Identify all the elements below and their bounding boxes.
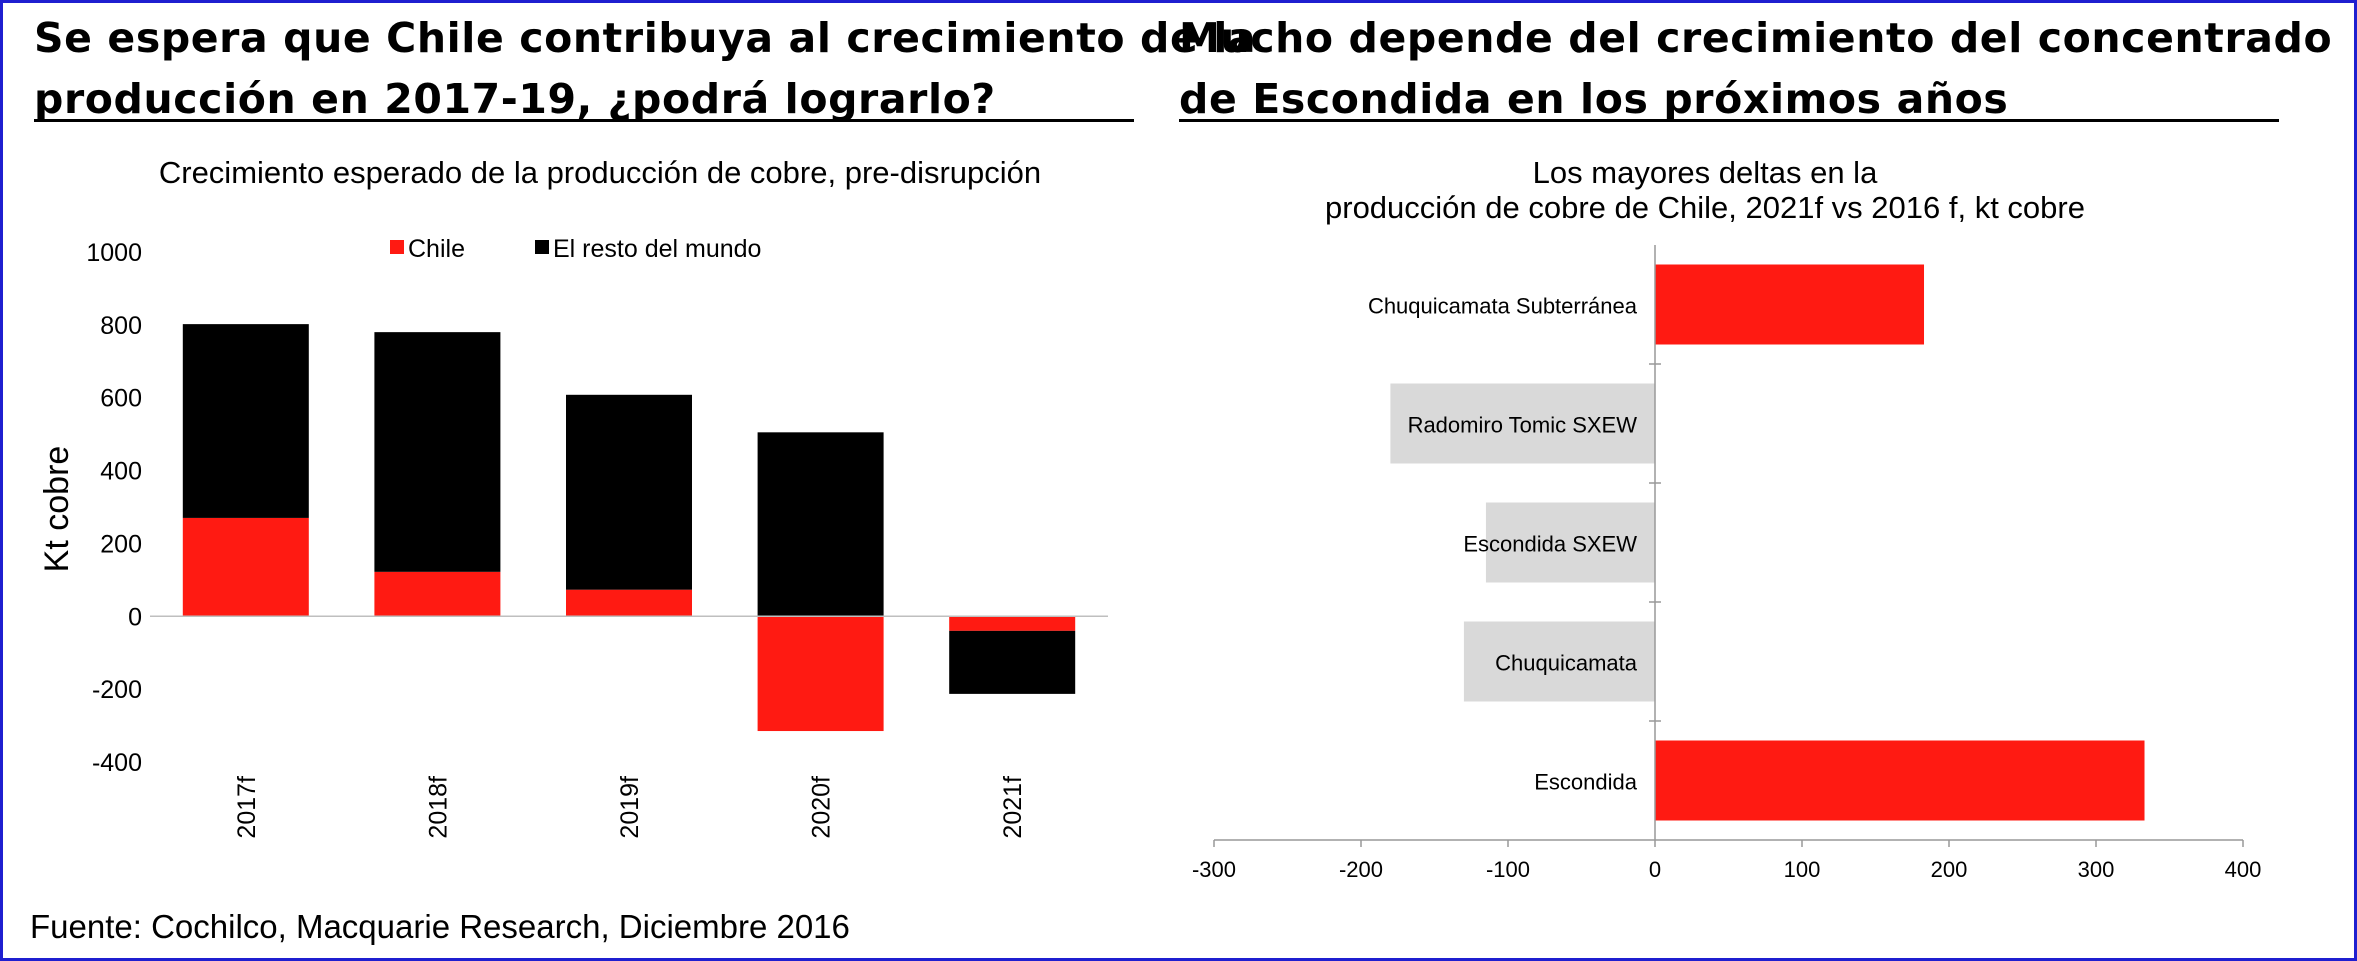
- legend-chile-label: Chile: [408, 235, 465, 263]
- bar-rest-of-world: [566, 394, 692, 590]
- y-tick-label: 800: [100, 312, 142, 340]
- x-tick-label: -300: [1192, 857, 1236, 882]
- left-chart-title-text: Crecimiento esperado de la producción de…: [158, 155, 1042, 190]
- x-tick-label: 300: [2078, 857, 2115, 882]
- y-axis-label: Kt cobre: [38, 446, 76, 573]
- hbar: [1485, 502, 1655, 583]
- x-tick-label: 0: [1649, 857, 1661, 882]
- y-tick-label: 200: [100, 530, 142, 558]
- bar-rest-of-world: [757, 432, 884, 617]
- y-tick-label: -400: [92, 749, 142, 777]
- category-label: Radomiro Tomic SXEW: [1408, 413, 1638, 438]
- x-tick-label: 400: [2225, 857, 2262, 882]
- left-heading-rule: [34, 119, 1134, 122]
- bar-rest-of-world: [182, 324, 309, 518]
- hbar: [1463, 621, 1655, 702]
- x-tick-label: 2019f: [616, 776, 644, 839]
- bar-rest-of-world: [949, 630, 1076, 694]
- bar-chile: [374, 571, 501, 617]
- right-heading-line2: de Escondida en los próximos años: [1179, 75, 2009, 123]
- category-label: Escondida SXEW: [1463, 532, 1637, 557]
- x-tick-label: 2020f: [808, 776, 836, 839]
- left-chart-title: Crecimiento esperado de la producción de…: [60, 155, 1140, 190]
- left-heading-line1: Se espera que Chile contribuya al crecim…: [34, 14, 1257, 62]
- y-tick-label: 1000: [86, 239, 142, 267]
- source-note: Fuente: Cochilco, Macquarie Research, Di…: [30, 908, 850, 945]
- right-heading: Mucho depende del crecimiento del concen…: [1179, 8, 2332, 130]
- right-chart-title: Los mayores deltas en la producción de c…: [1190, 155, 2220, 225]
- x-tick-label: 100: [1784, 857, 1821, 882]
- category-label: Chuquicamata Subterránea: [1368, 294, 1638, 319]
- hbar: [1655, 740, 2145, 821]
- bar-chile: [182, 517, 309, 617]
- x-tick-label: 2018f: [424, 776, 452, 839]
- right-heading-rule: [1179, 119, 2279, 122]
- bar-chile: [566, 589, 692, 617]
- x-tick-label: 200: [1931, 857, 1968, 882]
- legend-rest-of-world-swatch: [535, 240, 549, 254]
- left-heading: Se espera que Chile contribuya al crecim…: [34, 8, 1256, 130]
- x-tick-label: 2017f: [233, 776, 261, 839]
- y-tick-label: 600: [100, 385, 142, 413]
- x-tick-label: 2021f: [999, 776, 1027, 839]
- left-heading-line2: producción en 2017-19, ¿podrá lograrlo?: [34, 75, 996, 123]
- x-tick-label: -200: [1339, 857, 1383, 882]
- hbar: [1390, 383, 1655, 464]
- category-label: Chuquicamata: [1495, 651, 1638, 676]
- y-tick-label: -200: [92, 676, 142, 704]
- y-tick-label: 0: [128, 603, 142, 631]
- x-tick-label: -100: [1486, 857, 1530, 882]
- right-chart-title-line2: producción de cobre de Chile, 2021f vs 2…: [1325, 190, 2085, 225]
- bar-chile: [949, 616, 1076, 631]
- category-label: Escondida: [1534, 770, 1638, 795]
- y-tick-label: 400: [100, 458, 142, 486]
- legend-rest-of-world-label: El resto del mundo: [553, 235, 761, 263]
- bar-rest-of-world: [374, 332, 501, 572]
- legend-chile-swatch: [390, 240, 404, 254]
- hbar: [1655, 264, 1925, 345]
- right-heading-line1: Mucho depende del crecimiento del concen…: [1179, 14, 2333, 62]
- bar-chile: [757, 616, 884, 732]
- right-chart-title-line1: Los mayores deltas en la: [1532, 155, 1878, 190]
